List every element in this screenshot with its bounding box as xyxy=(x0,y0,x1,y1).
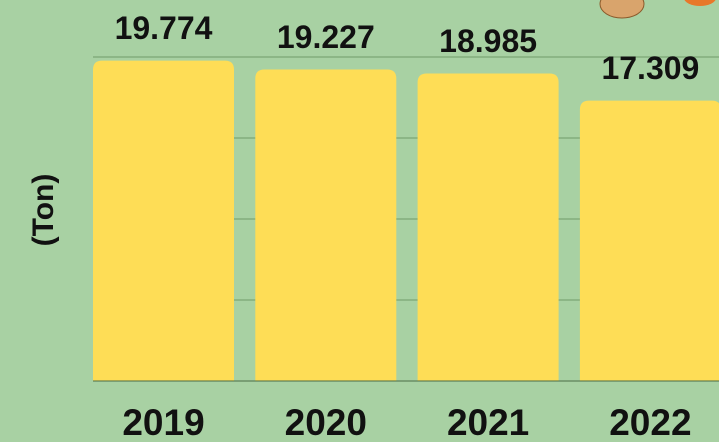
bar xyxy=(255,70,396,381)
value-label: 19.227 xyxy=(277,19,375,55)
x-tick-label: 2022 xyxy=(609,402,691,442)
value-label: 17.309 xyxy=(601,50,699,86)
bar xyxy=(418,73,559,381)
x-tick-label: 2019 xyxy=(122,402,204,442)
x-tick-label: 2020 xyxy=(285,402,367,442)
bar xyxy=(580,101,719,381)
value-label: 18.985 xyxy=(439,23,537,59)
value-label: 19.774 xyxy=(115,10,213,46)
bar xyxy=(93,61,234,381)
y-axis-label: (Ton) xyxy=(27,174,60,247)
x-tick-label: 2021 xyxy=(447,402,529,442)
chart: (Ton) 19.774 2019 19.227 2020 18.985 2021 17.3… xyxy=(0,0,719,442)
